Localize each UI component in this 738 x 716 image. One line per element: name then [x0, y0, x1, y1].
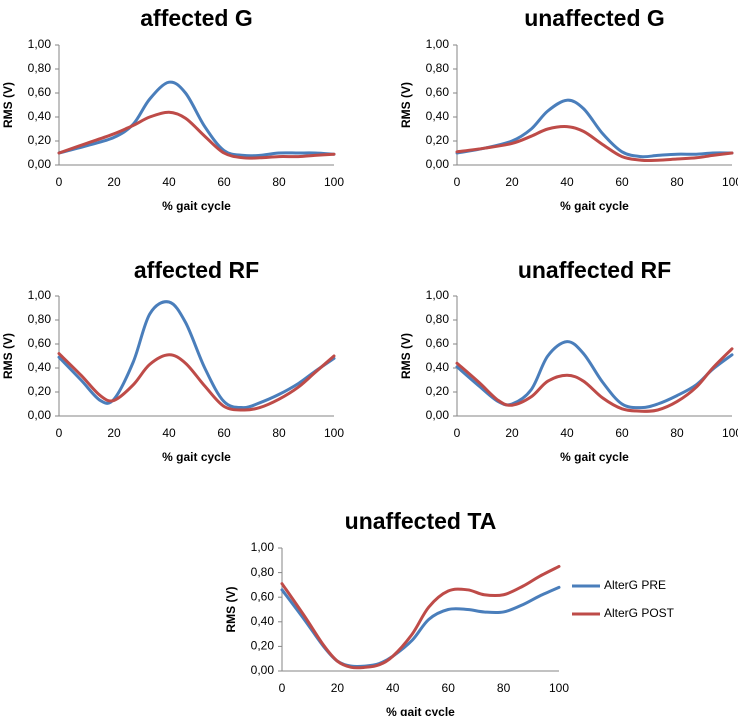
chart-title: unaffected RF	[518, 257, 671, 283]
y-tick-label: 0,20	[28, 133, 52, 147]
y-tick-label: 1,00	[426, 37, 450, 51]
x-tick-label: 20	[107, 426, 121, 440]
y-tick-label: 1,00	[426, 288, 450, 302]
y-tick-label: 0,00	[28, 157, 52, 171]
y-axis-title: RMS (V)	[224, 587, 238, 633]
y-tick-label: 0,20	[251, 639, 275, 653]
y-tick-label: 0,40	[28, 109, 52, 123]
y-tick-label: 0,40	[251, 614, 275, 628]
y-tick-label: 0,60	[426, 336, 450, 350]
y-axis-title: RMS (V)	[1, 82, 15, 128]
x-tick-label: 100	[549, 681, 569, 695]
legend-label-alterg-pre: AlterG PRE	[604, 578, 666, 592]
y-tick-label: 0,00	[426, 408, 450, 422]
x-tick-label: 20	[331, 681, 345, 695]
y-tick-label: 0,20	[28, 384, 52, 398]
y-tick-label: 0,00	[28, 408, 52, 422]
y-tick-label: 0,00	[426, 157, 450, 171]
series-line-alterg-post	[455, 347, 734, 413]
x-tick-label: 0	[454, 426, 461, 440]
x-tick-label: 80	[272, 175, 286, 189]
chart-panel-2: affected RF 0,00 0,20 0,40 0,60 0,80 1,00 0 20 40…	[1, 257, 344, 464]
x-tick-label: 40	[162, 426, 176, 440]
y-tick-label: 0,60	[426, 85, 450, 99]
series-line-alterg-pre	[455, 340, 734, 410]
x-tick-label: 60	[217, 175, 231, 189]
series-line-alterg-pre	[57, 80, 336, 158]
x-tick-label: 60	[615, 426, 629, 440]
x-tick-label: 40	[386, 681, 400, 695]
x-tick-label: 80	[670, 175, 684, 189]
x-tick-label: 80	[272, 426, 286, 440]
chart-title: unaffected TA	[345, 508, 497, 534]
series-line-alterg-pre	[455, 98, 734, 159]
x-tick-label: 80	[670, 426, 684, 440]
series-line-alterg-post	[455, 125, 734, 163]
y-tick-label: 0,80	[426, 61, 450, 75]
x-axis-title: % gait cycle	[560, 450, 629, 464]
x-axis-title: % gait cycle	[386, 705, 455, 716]
y-tick-label: 0,80	[426, 312, 450, 326]
x-tick-label: 40	[560, 426, 574, 440]
y-axis-title: RMS (V)	[399, 82, 413, 128]
chart-panel-0: affected G 0,00 0,20 0,40 0,60 0,80 1,00 0 20 40 6…	[1, 5, 344, 213]
x-tick-label: 100	[722, 426, 738, 440]
y-tick-label: 1,00	[28, 37, 52, 51]
x-tick-label: 100	[324, 426, 344, 440]
chart-title: affected RF	[134, 257, 259, 283]
x-tick-label: 20	[107, 175, 121, 189]
chart-panel-3: unaffected RF 0,00 0,20 0,40 0,60 0,80 1,00 0 20…	[399, 257, 738, 464]
y-tick-label: 0,40	[426, 360, 450, 374]
x-axis-title: % gait cycle	[560, 199, 629, 213]
y-axis-title: RMS (V)	[1, 333, 15, 379]
y-tick-label: 0,20	[426, 384, 450, 398]
x-tick-label: 0	[454, 175, 461, 189]
x-tick-label: 0	[56, 426, 63, 440]
x-tick-label: 100	[324, 175, 344, 189]
chart-panel-4: unaffected TA 0,00 0,20 0,40 0,60 0,80 1,00 0 20…	[224, 508, 675, 716]
chart-panel-1: unaffected G 0,00 0,20 0,40 0,60 0,80 1,00 0 20 4…	[399, 5, 738, 213]
chart-title: unaffected G	[524, 5, 665, 31]
series-line-alterg-post	[57, 352, 336, 412]
y-tick-label: 1,00	[251, 540, 275, 554]
y-tick-label: 0,60	[28, 336, 52, 350]
series-line-alterg-post	[280, 564, 561, 670]
y-tick-label: 0,20	[426, 133, 450, 147]
x-tick-label: 100	[722, 175, 738, 189]
series-line-alterg-pre	[57, 300, 336, 410]
legend-label-alterg-post: AlterG POST	[604, 606, 675, 620]
series-line-alterg-post	[57, 110, 336, 160]
chart-title: affected G	[140, 5, 252, 31]
x-tick-label: 40	[560, 175, 574, 189]
y-tick-label: 0,80	[251, 565, 275, 579]
y-tick-label: 0,00	[251, 663, 275, 677]
x-axis-title: % gait cycle	[162, 199, 231, 213]
x-tick-label: 60	[615, 175, 629, 189]
y-axis-title: RMS (V)	[399, 333, 413, 379]
series-line-alterg-pre	[280, 585, 561, 669]
y-tick-label: 0,80	[28, 61, 52, 75]
x-tick-label: 60	[217, 426, 231, 440]
y-tick-label: 0,40	[28, 360, 52, 374]
y-tick-label: 0,40	[426, 109, 450, 123]
x-tick-label: 0	[279, 681, 286, 695]
y-tick-label: 0,60	[251, 589, 275, 603]
y-tick-label: 1,00	[28, 288, 52, 302]
x-tick-label: 20	[505, 426, 519, 440]
x-tick-label: 80	[497, 681, 511, 695]
y-tick-label: 0,60	[28, 85, 52, 99]
x-tick-label: 20	[505, 175, 519, 189]
x-tick-label: 60	[442, 681, 456, 695]
y-tick-label: 0,80	[28, 312, 52, 326]
x-tick-label: 0	[56, 175, 63, 189]
x-tick-label: 40	[162, 175, 176, 189]
x-axis-title: % gait cycle	[162, 450, 231, 464]
